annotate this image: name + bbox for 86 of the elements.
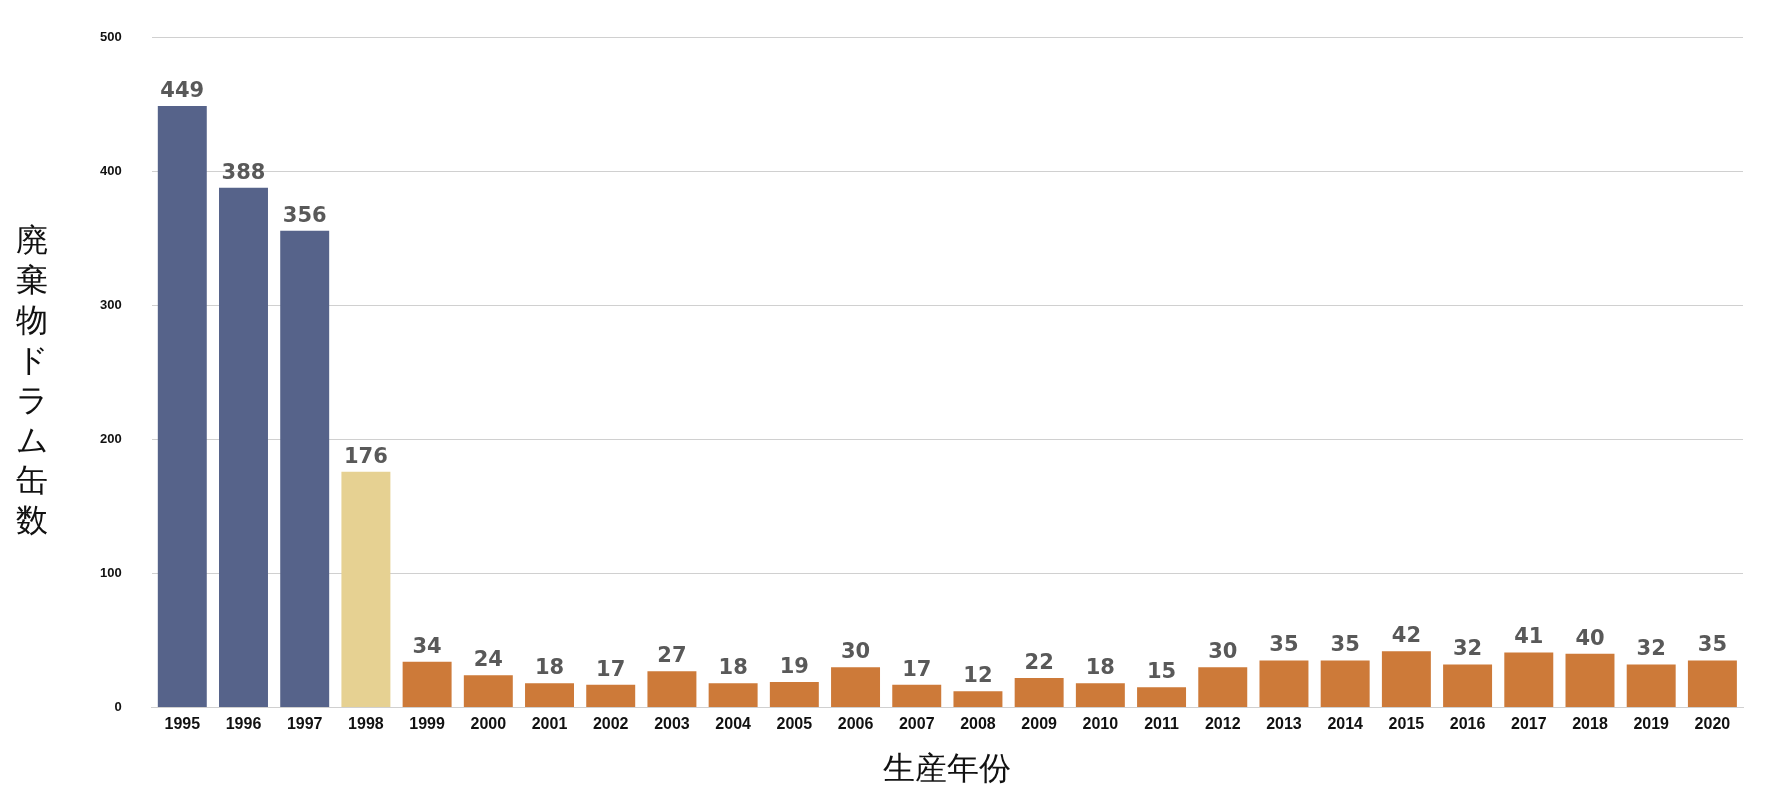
bar (953, 691, 1003, 707)
data-label: 19 (779, 653, 809, 678)
bar (1137, 687, 1187, 707)
data-label: 30 (1208, 639, 1238, 664)
x-tick-label: 2001 (531, 715, 568, 733)
data-label: 18 (718, 655, 748, 680)
bar (341, 471, 391, 707)
x-tick-label: 2012 (1204, 715, 1241, 733)
bar (1320, 660, 1370, 707)
bar (1075, 683, 1125, 707)
data-label: 15 (1146, 659, 1177, 684)
bar (280, 230, 330, 707)
data-label: 24 (473, 647, 503, 672)
data-label: 40 (1575, 625, 1605, 650)
data-label: 388 (221, 159, 266, 184)
data-label: 17 (902, 656, 932, 681)
x-tick-label: 2000 (470, 715, 507, 733)
x-axis-title: 生産年份 (883, 749, 1012, 786)
y-tick-label: 100 (99, 565, 122, 581)
x-tick-label: 2013 (1266, 715, 1302, 733)
bar (1443, 664, 1493, 707)
bar (1198, 667, 1248, 707)
bar (1259, 660, 1309, 707)
y-axis-title: 廃棄物ドラム缶数 (14, 220, 50, 540)
data-label: 42 (1391, 623, 1421, 648)
x-tick-label: 1999 (409, 715, 446, 733)
x-tick-label: 2016 (1449, 715, 1486, 733)
data-label: 17 (596, 656, 626, 681)
bar (1504, 652, 1554, 707)
x-tick-label: 2011 (1144, 715, 1180, 733)
x-tick-label: 2005 (776, 715, 813, 733)
bar (219, 187, 268, 707)
x-tick-label: 2003 (654, 715, 690, 733)
y-tick-label: 400 (99, 163, 122, 179)
data-label: 176 (343, 443, 388, 468)
x-tick-label: 1998 (348, 715, 384, 733)
x-tick-label: 2002 (592, 715, 629, 733)
data-label: 18 (1085, 655, 1115, 680)
x-tick-label: 2004 (715, 715, 752, 733)
data-label: 41 (1514, 624, 1544, 649)
x-tick-label: 1996 (225, 715, 262, 733)
bar (769, 681, 819, 707)
x-tick-label: 2019 (1633, 715, 1670, 733)
data-label: 22 (1024, 649, 1054, 674)
data-label: 27 (657, 643, 687, 668)
bar (647, 671, 697, 707)
x-tick-label: 2015 (1388, 715, 1425, 733)
y-tick-label: 300 (99, 297, 122, 313)
bar (525, 683, 574, 707)
data-label: 12 (963, 663, 993, 688)
x-tick-label: 2009 (1021, 715, 1058, 733)
bar (1014, 677, 1064, 707)
x-tick-label: 1995 (164, 715, 201, 733)
data-label: 34 (412, 633, 442, 658)
bar (402, 661, 452, 707)
data-label: 35 (1269, 632, 1299, 657)
bar (463, 675, 513, 707)
bar (1381, 651, 1431, 707)
y-tick-label: 0 (114, 698, 122, 714)
bar (1565, 653, 1615, 707)
data-label: 35 (1330, 632, 1360, 657)
bar (157, 106, 207, 707)
x-tick-label: 2014 (1327, 715, 1364, 733)
y-tick-label: 200 (99, 431, 122, 447)
data-label: 32 (1636, 636, 1666, 661)
bar (831, 667, 881, 707)
data-label: 356 (282, 202, 327, 227)
data-label: 32 (1452, 636, 1483, 661)
x-tick-label: 2018 (1572, 715, 1608, 733)
bar (1687, 660, 1737, 707)
x-tick-label: 2020 (1694, 715, 1731, 733)
x-tick-label: 2006 (837, 715, 874, 733)
data-label: 35 (1697, 632, 1728, 657)
data-label: 18 (534, 655, 565, 680)
x-tick-label: 1997 (286, 715, 323, 733)
bar (892, 684, 942, 707)
data-label: 30 (840, 639, 871, 664)
bar (1626, 664, 1676, 707)
x-tick-label: 2007 (898, 715, 935, 733)
data-label: 449 (160, 78, 205, 103)
y-tick-label: 500 (99, 29, 122, 45)
x-tick-label: 2010 (1082, 715, 1119, 733)
bar (586, 684, 636, 707)
x-tick-label: 2017 (1510, 715, 1547, 733)
bar (708, 683, 758, 707)
x-tick-label: 2008 (960, 715, 996, 733)
